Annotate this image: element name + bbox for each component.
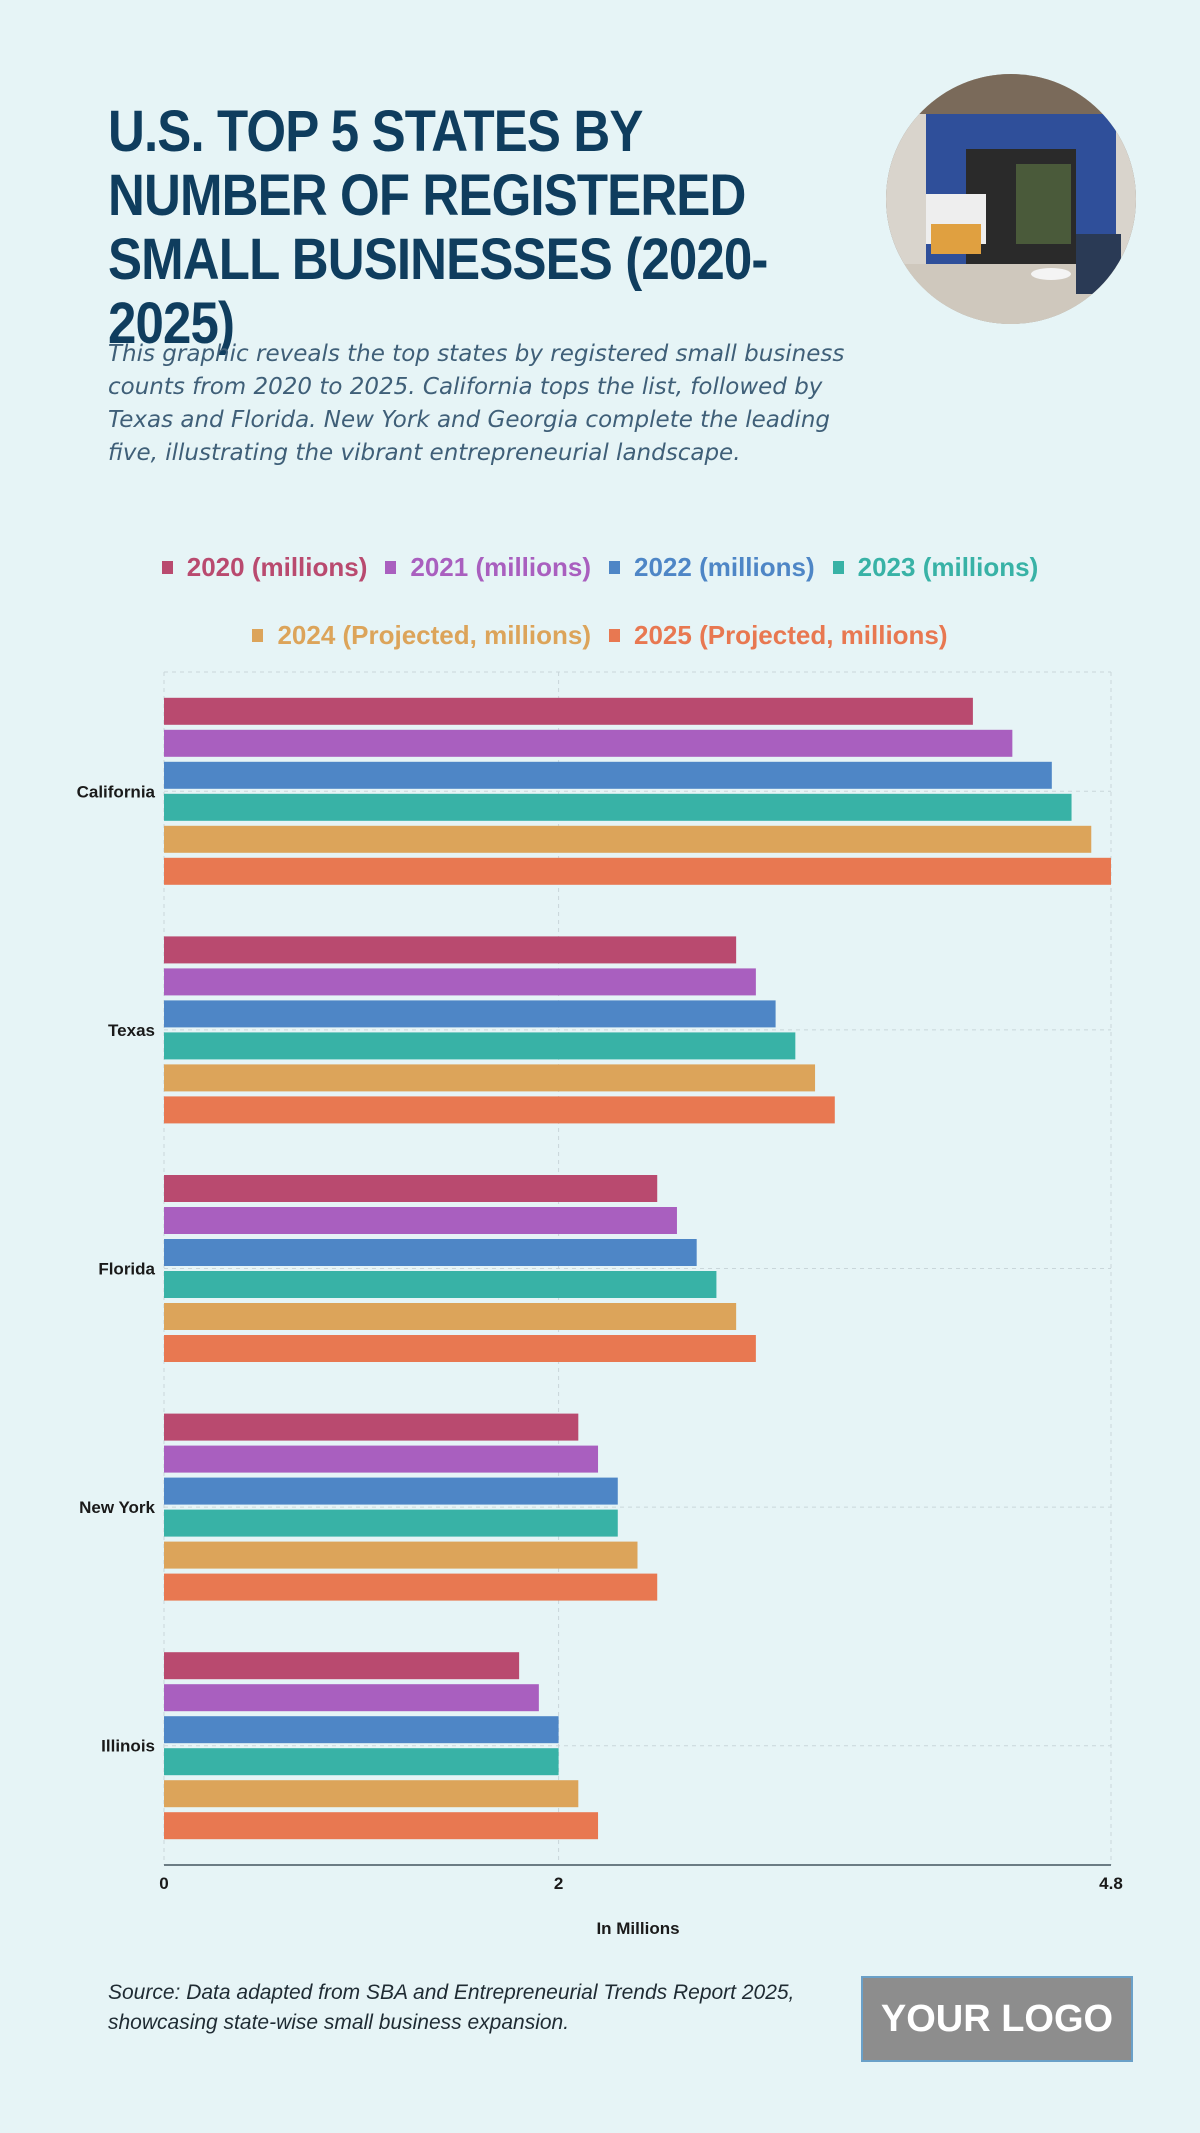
legend-row-2: 2024 (Projected, millions) 2025 (Project…	[0, 620, 1200, 651]
category-label: New York	[79, 1498, 155, 1517]
legend-swatch	[161, 561, 173, 574]
category-label: Texas	[108, 1021, 155, 1040]
bar-florida-2	[164, 1239, 697, 1266]
bar-new-york-4	[164, 1541, 638, 1569]
x-tick-label: 4.8	[1099, 1874, 1123, 1893]
bar-new-york-2	[164, 1477, 618, 1505]
x-tick-label: 0	[159, 1874, 168, 1893]
legend-item-2020: 2020 (millions)	[161, 552, 368, 583]
category-label: California	[77, 782, 156, 801]
legend-item-2025: 2025 (Projected, millions)	[609, 620, 948, 651]
source-note: Source: Data adapted from SBA and Entrep…	[108, 1981, 795, 2034]
bar-california-5	[164, 857, 1111, 885]
bar-illinois-3	[164, 1748, 559, 1776]
category-label: Florida	[98, 1260, 155, 1279]
bar-new-york-1	[164, 1445, 599, 1473]
bar-chart: California Texas Florida New York Illinois 0 2…	[77, 671, 1123, 1938]
x-tick-label: 2	[554, 1874, 563, 1893]
legend-label: 2023 (millions)	[857, 552, 1039, 582]
logo-text: YOUR LOGO	[880, 1997, 1114, 2040]
bar-illinois-2	[164, 1716, 559, 1744]
legend-item-2022: 2022 (millions)	[609, 552, 815, 583]
bar-texas-5	[164, 1096, 835, 1124]
bar-new-york-3	[164, 1509, 618, 1537]
bar-california-2	[164, 761, 1052, 789]
legend-item-2023: 2023 (millions)	[832, 552, 1039, 583]
category-label: Illinois	[101, 1737, 155, 1756]
bar-florida-1	[164, 1207, 677, 1234]
chart-title: U.S. TOP 5 STATES BY NUMBER OF REGISTERE…	[108, 99, 768, 356]
legend-row-1: 2020 (millions) 2021 (millions) 2022 (mi…	[0, 552, 1200, 583]
chart-subtitle: This graphic reveals the top states by r…	[108, 341, 845, 466]
legend-label: 2024 (Projected, millions)	[277, 620, 591, 650]
bar-new-york-0	[164, 1413, 579, 1441]
bar-illinois-5	[164, 1812, 599, 1840]
bar-florida-5	[164, 1335, 756, 1362]
x-axis-title: In Millions	[596, 1919, 679, 1938]
legend-swatch	[385, 561, 397, 574]
legend-swatch	[609, 629, 620, 642]
bar-california-1	[164, 729, 1013, 757]
legend-label: 2025 (Projected, millions)	[634, 620, 948, 650]
logo-placeholder: YOUR LOGO	[861, 1976, 1133, 2062]
bar-illinois-0	[164, 1652, 520, 1680]
bar-texas-0	[164, 936, 737, 964]
bar-illinois-1	[164, 1684, 539, 1712]
legend-label: 2020 (millions)	[186, 552, 368, 582]
bar-california-0	[164, 697, 973, 725]
legend-label: 2021 (millions)	[410, 552, 591, 582]
legend-item-2024: 2024 (Projected, millions)	[252, 620, 591, 651]
bar-illinois-4	[164, 1780, 579, 1808]
legend-swatch	[252, 629, 264, 642]
bar-california-3	[164, 793, 1072, 821]
bar-new-york-5	[164, 1573, 658, 1601]
bar-florida-0	[164, 1175, 658, 1202]
legend-swatch	[609, 561, 620, 574]
bar-texas-1	[164, 968, 756, 996]
legend-swatch	[832, 561, 844, 574]
bar-texas-4	[164, 1064, 816, 1092]
bar-florida-4	[164, 1303, 737, 1330]
bar-texas-2	[164, 1000, 776, 1028]
bar-florida-3	[164, 1271, 717, 1298]
bar-texas-3	[164, 1032, 796, 1060]
legend-item-2021: 2021 (millions)	[385, 552, 591, 583]
legend-label: 2022 (millions)	[634, 552, 815, 582]
bar-california-4	[164, 825, 1092, 853]
